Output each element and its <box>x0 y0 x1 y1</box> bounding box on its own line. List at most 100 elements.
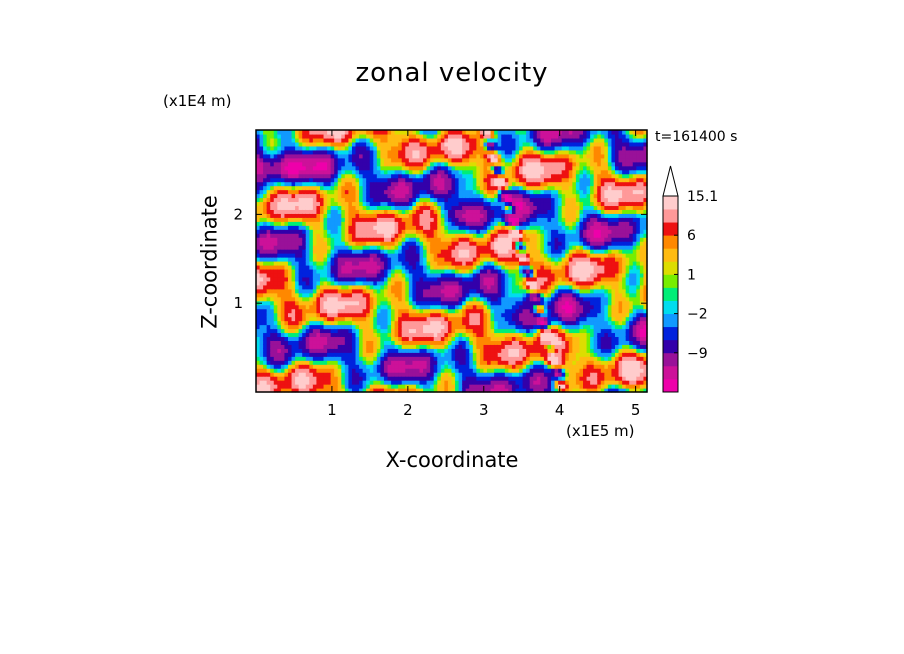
field-cell <box>362 300 367 306</box>
field-cell <box>369 332 374 338</box>
field-cell <box>511 145 517 151</box>
field-cell <box>366 189 371 195</box>
field-cell <box>256 253 261 258</box>
field-cell <box>476 384 481 389</box>
field-cell <box>291 280 296 286</box>
field-cell <box>309 193 314 199</box>
field-cell <box>277 241 282 246</box>
field-cell <box>508 328 513 334</box>
field-cell <box>430 348 435 353</box>
field-cell <box>391 340 396 345</box>
field-cell <box>291 213 296 218</box>
field-cell <box>351 316 357 322</box>
field-cell <box>337 284 342 290</box>
field-cell <box>355 268 360 274</box>
field-cell <box>451 130 456 135</box>
field-cell <box>369 368 374 373</box>
field-cell <box>415 205 421 210</box>
field-cell <box>337 209 342 214</box>
field-cell <box>362 201 367 207</box>
field-cell <box>380 308 385 314</box>
field-cell <box>266 360 271 365</box>
field-cell <box>327 201 332 207</box>
field-cell <box>309 264 314 270</box>
field-cell <box>309 360 314 365</box>
field-cell <box>312 253 318 258</box>
field-cell <box>465 181 470 187</box>
field-cell <box>263 376 268 381</box>
field-cell <box>472 261 477 266</box>
field-cell <box>291 153 296 159</box>
field-cell <box>440 261 445 266</box>
field-cell <box>312 209 318 214</box>
field-cell <box>412 217 417 222</box>
field-cell <box>447 205 453 210</box>
field-cell <box>437 292 442 298</box>
field-cell <box>437 209 442 214</box>
field-cell <box>412 356 417 361</box>
field-cell <box>277 316 282 322</box>
field-cell <box>302 257 307 262</box>
field-cell <box>266 173 271 179</box>
field-cell <box>501 133 506 139</box>
field-cell <box>298 344 303 349</box>
field-cell <box>287 336 293 341</box>
field-cell <box>511 348 517 353</box>
field-cell <box>380 213 385 218</box>
field-cell <box>380 169 385 175</box>
field-cell <box>259 201 264 207</box>
field-cell <box>515 312 520 318</box>
field-cell <box>511 360 517 365</box>
field-cell <box>312 157 318 163</box>
field-cell <box>508 268 513 274</box>
field-cell <box>337 173 342 179</box>
field-cell <box>259 261 264 266</box>
field-cell <box>472 169 477 175</box>
field-cell <box>394 249 399 254</box>
field-cell <box>433 336 438 341</box>
field-cell <box>469 169 474 175</box>
field-cell <box>309 157 314 163</box>
field-cell <box>380 328 385 334</box>
field-cell <box>305 153 310 159</box>
field-cell <box>419 233 424 238</box>
field-cell <box>515 133 520 139</box>
field-cell <box>433 241 438 246</box>
field-cell <box>476 316 481 322</box>
field-cell <box>405 380 410 385</box>
field-cell <box>430 229 435 234</box>
field-cell <box>426 380 431 385</box>
field-cell <box>327 157 332 163</box>
field-cell <box>391 213 396 218</box>
field-cell <box>376 388 381 393</box>
field-cell <box>348 149 353 155</box>
field-cell <box>344 296 350 302</box>
field-cell <box>302 189 307 195</box>
field-cell <box>369 161 374 167</box>
field-cell <box>280 209 286 214</box>
field-cell <box>444 185 449 191</box>
field-cell <box>515 249 520 254</box>
field-cell <box>433 233 438 238</box>
field-cell <box>394 276 399 282</box>
field-cell <box>323 161 328 167</box>
field-cell <box>259 352 264 357</box>
field-cell <box>295 197 300 203</box>
field-cell <box>447 193 453 199</box>
field-cell <box>323 253 328 258</box>
field-cell <box>462 233 467 238</box>
field-cell <box>405 137 410 143</box>
field-cell <box>508 364 513 369</box>
field-cell <box>433 332 438 338</box>
field-cell <box>494 360 499 365</box>
field-cell <box>355 356 360 361</box>
field-cell <box>256 217 261 222</box>
field-cell <box>277 268 282 274</box>
field-cell <box>490 336 495 341</box>
field-cell <box>447 304 453 310</box>
field-cell <box>302 328 307 334</box>
field-cell <box>415 264 421 270</box>
field-cell <box>344 253 350 258</box>
field-cell <box>341 348 346 353</box>
field-cell <box>462 225 467 230</box>
